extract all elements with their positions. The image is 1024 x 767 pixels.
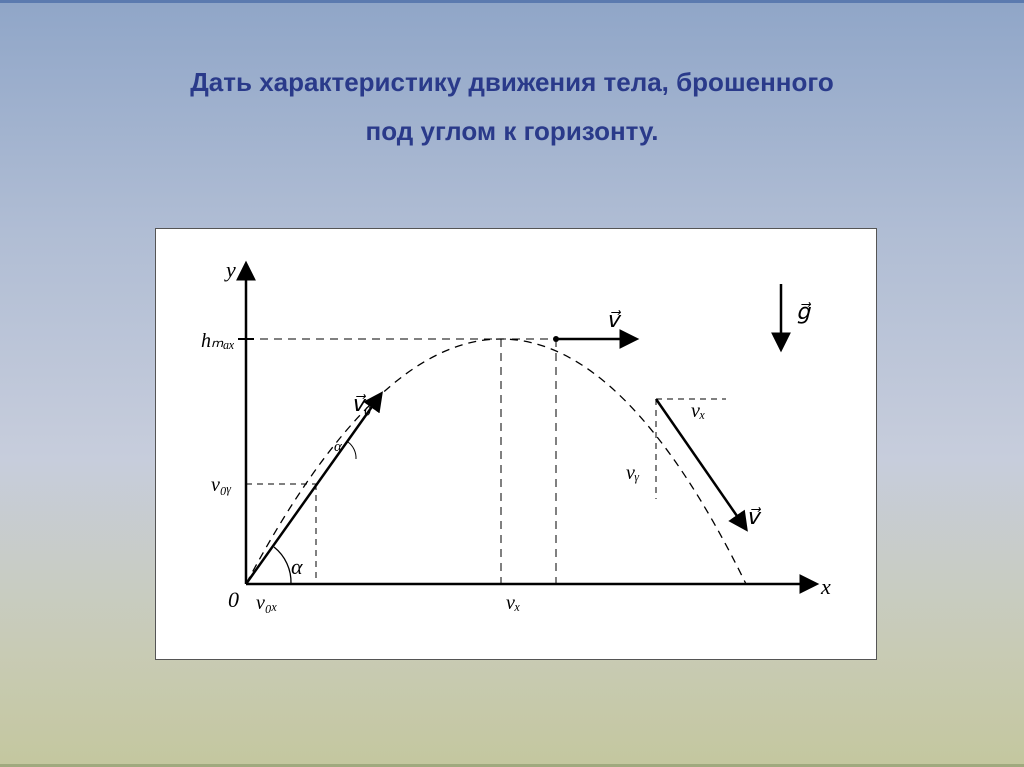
label-v0y: v₀ᵧ: [211, 474, 232, 496]
label-v0x: v₀ₓ: [256, 592, 278, 614]
trajectory: [246, 339, 746, 584]
slide: Дать характеристику движения тела, броше…: [0, 0, 1024, 767]
alpha-arc-small: [348, 442, 356, 459]
projectile-diagram: 0 x y hₘₐₓ v₀ᵧ v₀ₓ α α v⃗₀ v⃗ vₓ vₓ vᵧ v…: [156, 229, 876, 659]
title-line-2: под углом к горизонту.: [0, 107, 1024, 156]
label-x-axis: x: [820, 574, 831, 599]
title-line-1: Дать характеристику движения тела, броше…: [0, 58, 1024, 107]
diagram-container: 0 x y hₘₐₓ v₀ᵧ v₀ₓ α α v⃗₀ v⃗ vₓ vₓ vᵧ v…: [155, 228, 877, 660]
label-v-apex: v⃗: [606, 307, 622, 332]
label-vy-right: vᵧ: [626, 462, 640, 484]
label-y-axis: y: [224, 257, 236, 282]
label-v0: v⃗₀: [351, 391, 372, 416]
v0-vector: [246, 394, 381, 584]
label-g: g⃗: [796, 299, 812, 324]
label-origin: 0: [228, 587, 239, 612]
label-alpha-small: α: [334, 439, 343, 455]
slide-title: Дать характеристику движения тела, броше…: [0, 3, 1024, 157]
label-vx-right: vₓ: [691, 400, 706, 422]
label-vx-mid: vₓ: [506, 592, 521, 614]
apex-point: [553, 336, 559, 342]
alpha-arc: [274, 547, 291, 584]
label-v-right: v⃗: [746, 504, 762, 529]
label-hmax: hₘₐₓ: [201, 330, 235, 352]
label-alpha: α: [291, 554, 303, 579]
